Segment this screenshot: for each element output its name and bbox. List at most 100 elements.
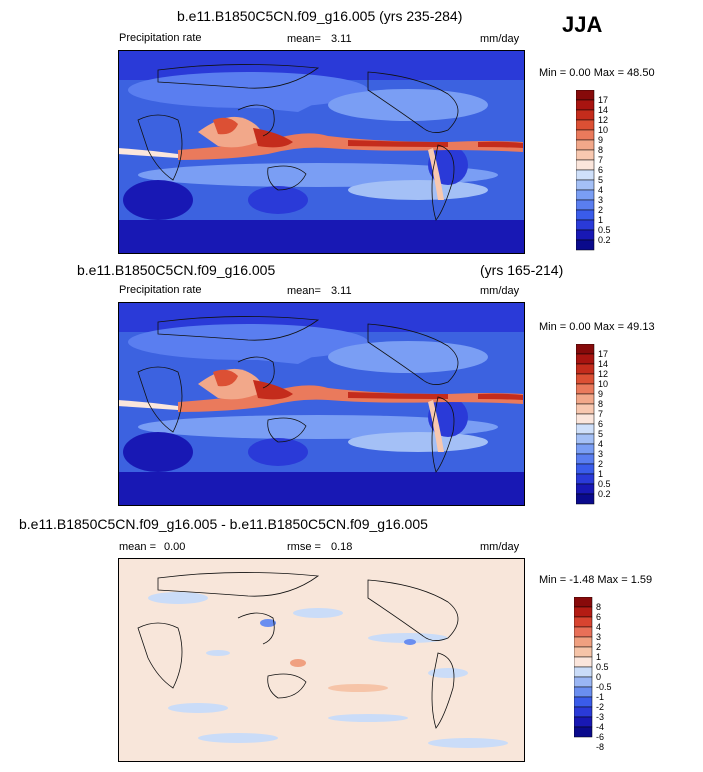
panel3-colorbar-tick-label: -3 — [596, 712, 604, 722]
panel2-colorbar-swatch — [575, 473, 595, 485]
panel1-colorbar-tick-label: 6 — [598, 165, 603, 175]
panel1-colorbar-tick-label: 9 — [598, 135, 603, 145]
panel1-colorbar-swatch — [575, 189, 595, 201]
panel3-rmse-value: 0.18 — [331, 541, 353, 553]
panel1-colorbar-tick-label: 14 — [598, 105, 608, 115]
panel3-colorbar-tick-label: 3 — [596, 632, 601, 642]
panel3-colorbar-tick-label: -8 — [596, 742, 604, 752]
panel2-colorbar-tick-label: 0.5 — [598, 479, 611, 489]
panel3-colorbar-swatch — [573, 626, 593, 638]
panel2-colorbar-swatch — [575, 413, 595, 425]
panel3-colorbar-tick-label: 8 — [596, 602, 601, 612]
panel1-colorbar-tick-label: 2 — [598, 205, 603, 215]
panel1-colorbar-tick-label: 0.2 — [598, 235, 611, 245]
panel3-colorbar-swatch — [573, 716, 593, 728]
panel2-colorbar-swatch — [575, 383, 595, 395]
panel3-colorbar-swatch — [573, 696, 593, 708]
panel1-mean-value: 3.11 — [331, 33, 352, 45]
panel3-colorbar-swatch — [573, 666, 593, 678]
panel1-colorbar-swatch — [575, 239, 595, 251]
panel1-colorbar-swatch — [575, 109, 595, 121]
panel3-colorbar-swatch — [573, 606, 593, 618]
panel2-colorbar-swatch — [575, 443, 595, 455]
panel2-mean-label: mean= — [287, 285, 321, 297]
panel1-colorbar-swatch — [575, 159, 595, 171]
panel3-colorbar-tick-label: 0 — [596, 672, 601, 682]
panel1-variable: Precipitation rate — [119, 32, 202, 44]
panel3-colorbar-swatch — [573, 726, 593, 738]
panel2-colorbar: 17 14 12 10 9 8 7 6 5 4 3 2 1 0.5 0.2 — [575, 343, 636, 511]
panel1-colorbar-swatch — [575, 129, 595, 141]
panel2-minmax: Min = 0.00 Max = 49.13 — [539, 321, 655, 333]
panel2-colorbar-swatch — [575, 403, 595, 415]
panel2-colorbar-tick-label: 5 — [598, 429, 603, 439]
panel3-colorbar-tick-label: -4 — [596, 722, 604, 732]
panel1-colorbar-tick-label: 7 — [598, 155, 603, 165]
panel2-colorbar-swatch — [575, 343, 595, 355]
panel2-colorbar-swatch — [575, 433, 595, 445]
panel3-colorbar-tick-label: 6 — [596, 612, 601, 622]
panel1-minmax: Min = 0.00 Max = 48.50 — [539, 67, 655, 79]
panel3-title: b.e11.B1850C5CN.f09_g16.005 - b.e11.B185… — [19, 516, 428, 532]
panel2-colorbar-tick-label: 1 — [598, 469, 603, 479]
panel2-colorbar-tick-label: 10 — [598, 379, 608, 389]
panel1-colorbar-swatch — [575, 139, 595, 151]
panel1-colorbar-swatch — [575, 119, 595, 131]
panel2-colorbar-tick-label: 14 — [598, 359, 608, 369]
panel3-colorbar-tick-label: -2 — [596, 702, 604, 712]
panel3-colorbar-tick-label: 1 — [596, 652, 601, 662]
panel3-colorbar-swatch — [573, 706, 593, 718]
panel1-units: mm/day — [480, 33, 520, 45]
panel3-colorbar-swatch — [573, 596, 593, 608]
panel1-colorbar-swatch — [575, 199, 595, 211]
panel3-colorbar-tick-label: 2 — [596, 642, 601, 652]
panel3-colorbar-swatch — [573, 686, 593, 698]
panel2-colorbar-tick-label: 3 — [598, 449, 603, 459]
panel2-colorbar-swatch — [575, 393, 595, 405]
panel3-mean-value: 0.00 — [164, 541, 186, 553]
panel2-colorbar-tick-label: 9 — [598, 389, 603, 399]
panel3-map — [118, 558, 525, 762]
panel1-colorbar-swatch — [575, 89, 595, 101]
panel2-colorbar-tick-label: 6 — [598, 419, 603, 429]
panel3-colorbar-swatch — [573, 676, 593, 688]
panel1-map — [118, 50, 525, 254]
panel3-rmse-label: rmse = — [287, 541, 321, 553]
panel1-colorbar-swatch — [575, 229, 595, 241]
panel1-colorbar-swatch — [575, 169, 595, 181]
panel3-colorbar-tick-label: 0.5 — [596, 662, 609, 672]
panel2-colorbar-tick-label: 8 — [598, 399, 603, 409]
panel2-colorbar-swatch — [575, 423, 595, 435]
panel3-minmax: Min = -1.48 Max = 1.59 — [539, 574, 653, 586]
panel1-colorbar-tick-label: 12 — [598, 115, 608, 125]
panel2-mean-value: 3.11 — [331, 285, 352, 297]
panel2-colorbar-tick-label: 4 — [598, 439, 603, 449]
panel3-colorbar-tick-label: -0.5 — [596, 682, 612, 692]
panel2-colorbar-swatch — [575, 453, 595, 465]
panel2-map — [118, 302, 525, 506]
panel2-colorbar-swatch — [575, 363, 595, 375]
panel1-colorbar-tick-label: 5 — [598, 175, 603, 185]
panel3-colorbar: 8 6 4 3 2 1 0.5 0 -0.5 -1 -2 -3 -4 -6 -8 — [573, 596, 636, 764]
panel2-colorbar-swatch — [575, 483, 595, 495]
panel3-colorbar-tick-label: 4 — [596, 622, 601, 632]
panel2-colorbar-tick-label: 2 — [598, 459, 603, 469]
panel1-colorbar-swatch — [575, 179, 595, 191]
panel2-colorbar-swatch — [575, 353, 595, 365]
panel1-colorbar-swatch — [575, 219, 595, 231]
panel2-title: b.e11.B1850C5CN.f09_g16.005 — [77, 262, 276, 278]
panel2-colorbar-swatch — [575, 493, 595, 505]
panel2-subtitle: (yrs 165-214) — [480, 262, 564, 278]
panel3-colorbar-swatch — [573, 646, 593, 658]
panel3-background — [118, 558, 525, 762]
panel1-colorbar-tick-label: 3 — [598, 195, 603, 205]
panel2-colorbar-tick-label: 0.2 — [598, 489, 611, 499]
panel1-colorbar-tick-label: 0.5 — [598, 225, 611, 235]
panel1-colorbar-swatch — [575, 99, 595, 111]
panel3-colorbar-swatch — [573, 656, 593, 668]
panel1-colorbar-tick-label: 17 — [598, 95, 608, 105]
panel1-colorbar-swatch — [575, 149, 595, 161]
panel3-mean-label: mean = — [119, 541, 156, 553]
panel2-units: mm/day — [480, 285, 520, 297]
panel3-colorbar-swatch — [573, 636, 593, 648]
